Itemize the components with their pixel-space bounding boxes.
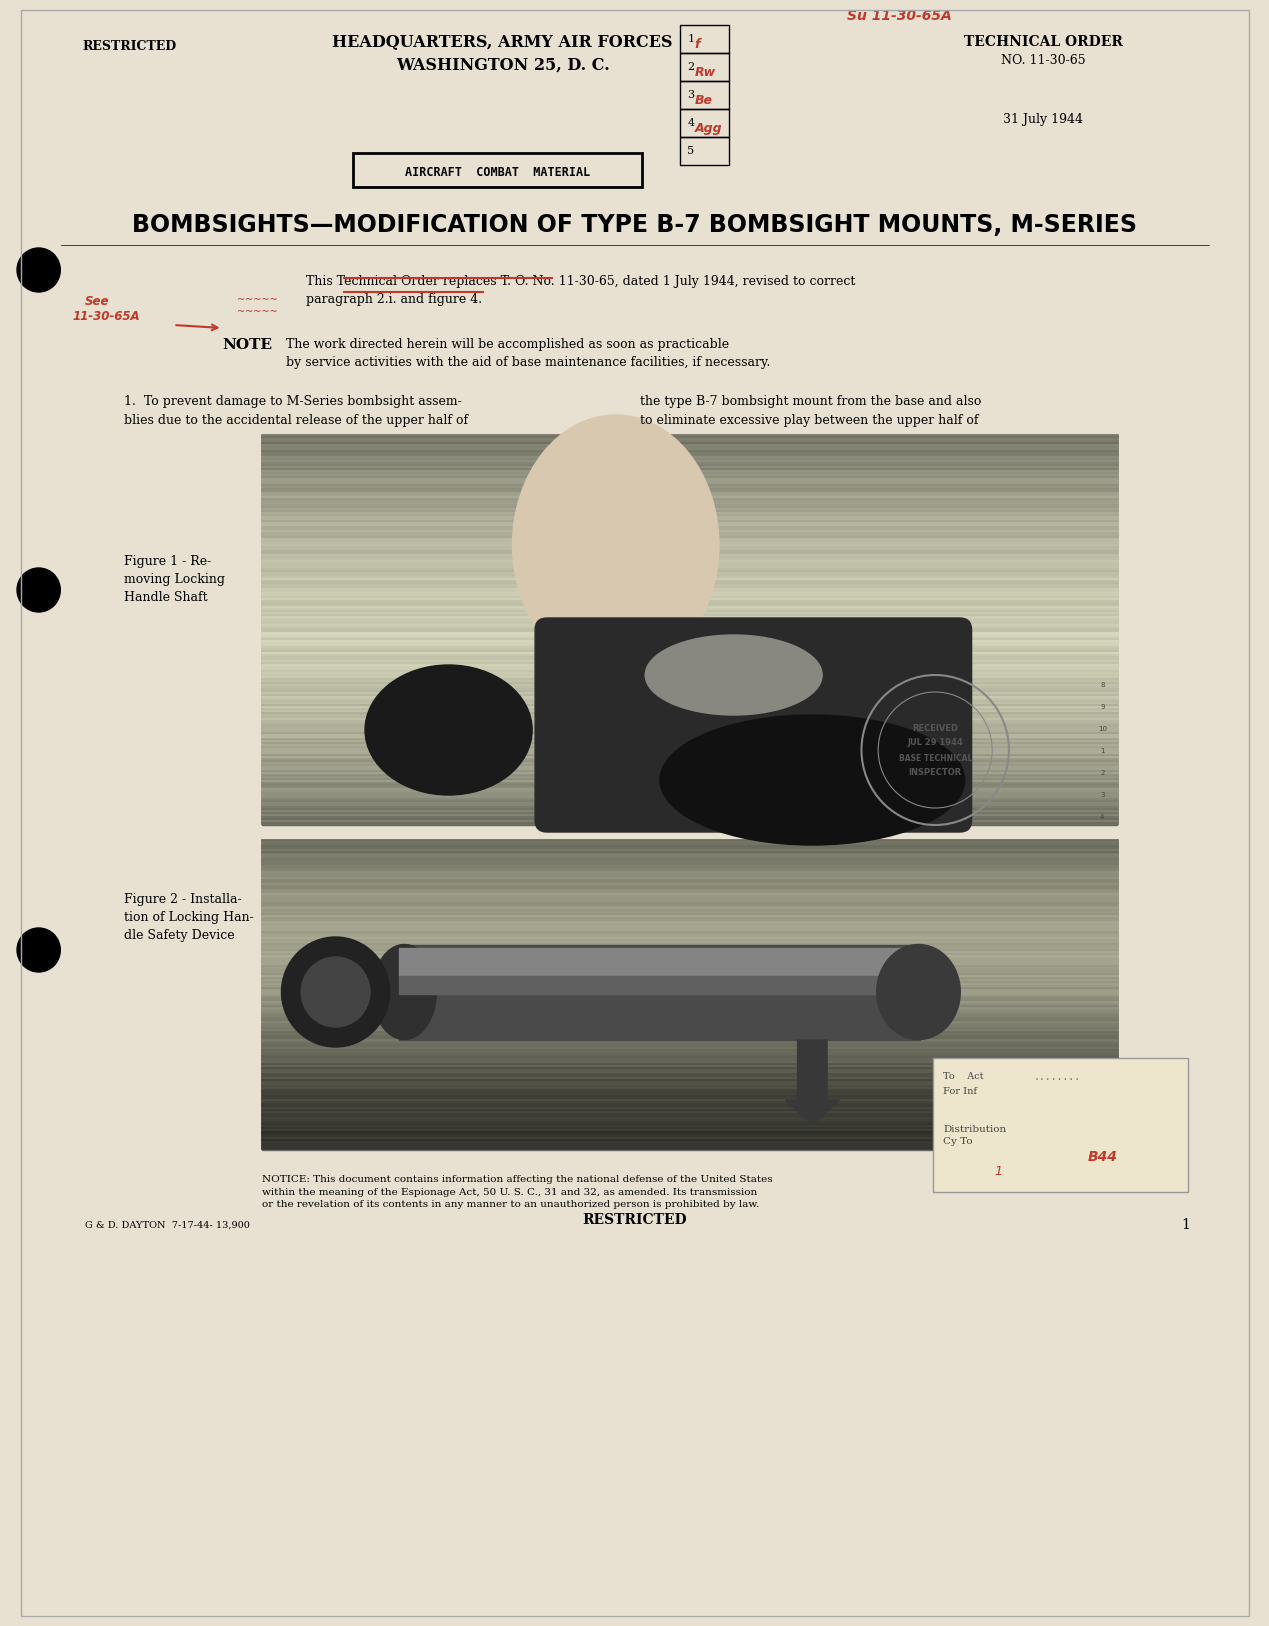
Text: 8: 8 — [1100, 681, 1104, 688]
Text: ~~~~~: ~~~~~ — [237, 307, 278, 317]
Text: NOTE: NOTE — [222, 338, 273, 351]
FancyBboxPatch shape — [353, 153, 642, 187]
Text: RESTRICTED: RESTRICTED — [582, 1213, 687, 1228]
Circle shape — [16, 928, 61, 972]
Text: f: f — [694, 37, 700, 50]
Bar — [400, 976, 920, 993]
Text: 3: 3 — [1100, 792, 1104, 798]
Bar — [400, 945, 920, 1041]
Bar — [261, 841, 1117, 1150]
Ellipse shape — [372, 945, 437, 1039]
Text: HEADQUARTERS, ARMY AIR FORCES: HEADQUARTERS, ARMY AIR FORCES — [332, 34, 673, 50]
Text: NOTICE: This document contains information affecting the national defense of the: NOTICE: This document contains informati… — [261, 1176, 773, 1210]
Text: 2: 2 — [1100, 771, 1104, 776]
Text: the type B-7 bombsight mount from the base and also
to eliminate excessive play : the type B-7 bombsight mount from the ba… — [641, 395, 982, 428]
Text: Agg: Agg — [694, 122, 722, 135]
Text: BASE TECHNICAL: BASE TECHNICAL — [898, 753, 972, 763]
Text: ~~~~~: ~~~~~ — [237, 294, 278, 306]
Text: To    Act
For Inf: To Act For Inf — [943, 1072, 983, 1096]
Text: Su 11-30-65A: Su 11-30-65A — [846, 10, 952, 23]
Text: ........: ........ — [1033, 1072, 1080, 1081]
Ellipse shape — [365, 665, 532, 795]
Text: B44: B44 — [1088, 1150, 1118, 1164]
Text: 3: 3 — [688, 89, 694, 101]
Text: Figure 1 - Re-
moving Locking
Handle Shaft: Figure 1 - Re- moving Locking Handle Sha… — [124, 554, 225, 603]
Ellipse shape — [877, 945, 961, 1039]
Text: 1: 1 — [994, 1164, 1003, 1177]
Text: RESTRICTED: RESTRICTED — [82, 41, 176, 54]
Text: 31 July 1944: 31 July 1944 — [1004, 114, 1084, 127]
Ellipse shape — [301, 958, 371, 1028]
Text: Be: Be — [694, 94, 712, 107]
Text: NO. 11-30-65: NO. 11-30-65 — [1001, 54, 1086, 67]
Text: 5: 5 — [688, 146, 694, 156]
Text: G & D. DAYTON  7-17-44- 13,900: G & D. DAYTON 7-17-44- 13,900 — [85, 1221, 250, 1229]
Bar — [680, 137, 728, 164]
Circle shape — [16, 567, 61, 611]
Text: RECEIVED: RECEIVED — [912, 724, 958, 732]
Ellipse shape — [513, 415, 720, 675]
Text: 1: 1 — [1181, 1218, 1190, 1233]
Text: 4: 4 — [1100, 815, 1104, 820]
Ellipse shape — [645, 636, 822, 715]
FancyBboxPatch shape — [933, 1059, 1188, 1192]
Bar — [400, 948, 920, 976]
Bar — [680, 81, 728, 109]
Text: 10: 10 — [1098, 725, 1107, 732]
Text: BOMBSIGHTS—MODIFICATION OF TYPE B-7 BOMBSIGHT MOUNTS, M-SERIES: BOMBSIGHTS—MODIFICATION OF TYPE B-7 BOMB… — [132, 213, 1137, 237]
Text: This Technical Order replaces T. O. No. 11-30-65, dated 1 July 1944, revised to : This Technical Order replaces T. O. No. … — [306, 275, 855, 306]
Text: See: See — [85, 294, 109, 307]
FancyBboxPatch shape — [536, 618, 972, 833]
Bar — [680, 109, 728, 137]
Bar — [261, 436, 1117, 824]
Ellipse shape — [660, 715, 964, 846]
Text: 1: 1 — [1100, 748, 1104, 754]
Bar — [680, 54, 728, 81]
Text: 4: 4 — [688, 119, 694, 128]
FancyArrow shape — [786, 1041, 839, 1125]
Circle shape — [16, 249, 61, 293]
Text: 9: 9 — [1100, 704, 1104, 711]
Text: JUL 29 1944: JUL 29 1944 — [907, 738, 963, 746]
Text: 2: 2 — [688, 62, 694, 72]
Text: Distribution
Cy To: Distribution Cy To — [943, 1125, 1006, 1146]
Text: INSPECTOR: INSPECTOR — [909, 767, 962, 777]
Text: WASHINGTON 25, D. C.: WASHINGTON 25, D. C. — [396, 57, 609, 73]
Ellipse shape — [282, 937, 390, 1047]
Text: 11-30-65A: 11-30-65A — [72, 311, 140, 324]
Text: Rw: Rw — [694, 67, 716, 80]
Text: Figure 2 - Installa-
tion of Locking Han-
dle Safety Device: Figure 2 - Installa- tion of Locking Han… — [124, 893, 254, 941]
Text: The work directed herein will be accomplished as soon as practicable
by service : The work directed herein will be accompl… — [287, 338, 770, 369]
Bar — [680, 24, 728, 54]
Text: TECHNICAL ORDER: TECHNICAL ORDER — [964, 36, 1123, 49]
Text: 1: 1 — [688, 34, 694, 44]
Text: 1.  To prevent damage to M-Series bombsight assem-
blies due to the accidental r: 1. To prevent damage to M-Series bombsig… — [124, 395, 468, 428]
Text: AIRCRAFT  COMBAT  MATERIAL: AIRCRAFT COMBAT MATERIAL — [405, 166, 590, 179]
